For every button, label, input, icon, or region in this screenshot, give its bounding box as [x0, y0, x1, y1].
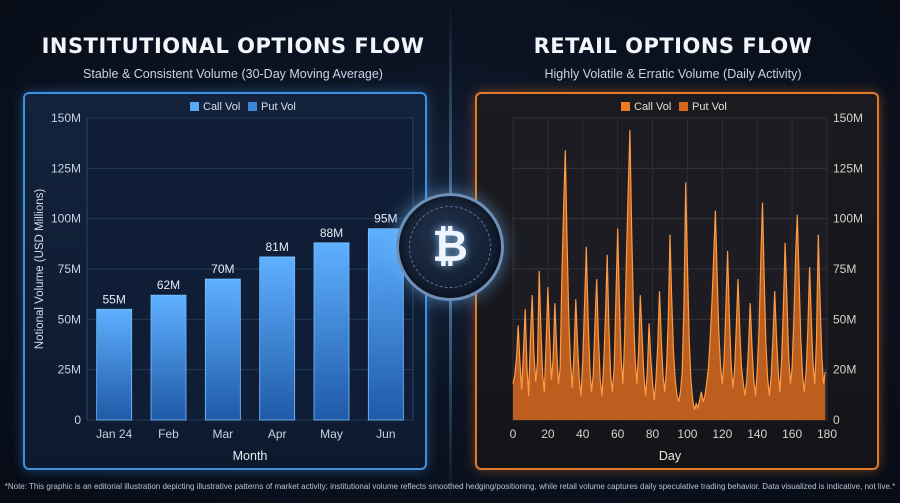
retail-chart-subtitle: Highly Volatile & Erratic Volume (Daily … — [544, 67, 802, 81]
bar-data-label: 70M — [211, 262, 234, 276]
x-axis-label: Day — [659, 449, 682, 463]
y-tick-label: 75M — [58, 262, 81, 276]
legend-label: Call Vol — [634, 101, 671, 113]
x-tick-label: 120 — [712, 427, 732, 441]
footnote: *Note: This graphic is an editorial illu… — [4, 482, 896, 491]
bar — [150, 294, 187, 421]
series-line — [512, 130, 826, 411]
retail-area-chart: 0 20M 50M 75M 100M 125M 150M 0 20 40 60 80 100 120 140… — [510, 101, 863, 463]
x-tick-label: 180 — [817, 427, 837, 441]
x-tick-label: 140 — [747, 427, 767, 441]
bar-data-label: 81M — [265, 240, 288, 254]
y-tick-label: 0 — [74, 413, 81, 427]
x-tick-label: Jun — [376, 427, 395, 441]
y-tick-label: 100M — [833, 212, 863, 226]
bitcoin-symbol: ₿ — [432, 221, 468, 272]
legend-swatch — [248, 102, 257, 111]
x-tick-label: Jan 24 — [96, 427, 132, 441]
institutional-bar-chart: 0 25M 50M 75M 100M 125M 150M Notional Volume (U… — [34, 101, 414, 463]
legend-label: Put Vol — [261, 101, 296, 113]
legend-swatch — [190, 102, 199, 111]
x-tick-label: 100 — [677, 427, 697, 441]
x-tick-label: 60 — [611, 427, 625, 441]
retail-chart-panel: 0 20M 50M 75M 100M 125M 150M 0 20 40 60 80 100 120 140… — [475, 92, 879, 470]
x-tick-label: 20 — [541, 427, 555, 441]
y-tick-label: 75M — [833, 262, 856, 276]
x-tick-label: May — [320, 427, 343, 441]
y-tick-label: 20M — [833, 363, 856, 377]
bar-data-label: 62M — [157, 278, 180, 292]
bar-data-label: 55M — [102, 292, 125, 306]
legend-label: Put Vol — [692, 101, 727, 113]
x-axis-label: Month — [233, 449, 268, 463]
bar — [204, 278, 241, 421]
bar-data-label: 88M — [320, 226, 343, 240]
bitcoin-coin-icon: ₿ — [396, 193, 504, 301]
bar — [96, 308, 133, 421]
coin-ring — [409, 206, 491, 288]
x-tick-label: 80 — [646, 427, 660, 441]
institutional-chart-subtitle: Stable & Consistent Volume (30-Day Movin… — [83, 67, 383, 81]
y-tick-label: 50M — [58, 312, 81, 326]
bar — [259, 256, 296, 421]
legend-label: Call Vol — [203, 101, 240, 113]
y-tick-label: 150M — [51, 111, 81, 125]
x-tick-label: Feb — [158, 427, 179, 441]
y-tick-label: 125M — [51, 161, 81, 175]
institutional-chart-title: INSTITUTIONAL OPTIONS FLOW — [41, 34, 425, 58]
legend-swatch — [621, 102, 630, 111]
bar — [313, 242, 350, 421]
bar-data-label: 95M — [374, 212, 397, 226]
y-tick-label: 100M — [51, 212, 81, 226]
y-tick-label: 150M — [833, 111, 863, 125]
y-tick-label: 0 — [833, 413, 840, 427]
legend-swatch — [679, 102, 688, 111]
retail-chart-title: RETAIL OPTIONS FLOW — [533, 34, 813, 58]
y-tick-label: 25M — [58, 363, 81, 377]
x-tick-label: Apr — [268, 427, 287, 441]
x-tick-label: 160 — [782, 427, 802, 441]
institutional-chart-panel: 0 25M 50M 75M 100M 125M 150M Notional Volume (U… — [23, 92, 427, 470]
y-tick-label: 50M — [833, 312, 856, 326]
y-axis-label: Notional Volume (USD Millions) — [34, 189, 46, 350]
x-tick-label: 40 — [576, 427, 590, 441]
x-tick-label: Mar — [212, 427, 233, 441]
x-tick-label: 0 — [510, 427, 517, 441]
y-tick-label: 125M — [833, 161, 863, 175]
